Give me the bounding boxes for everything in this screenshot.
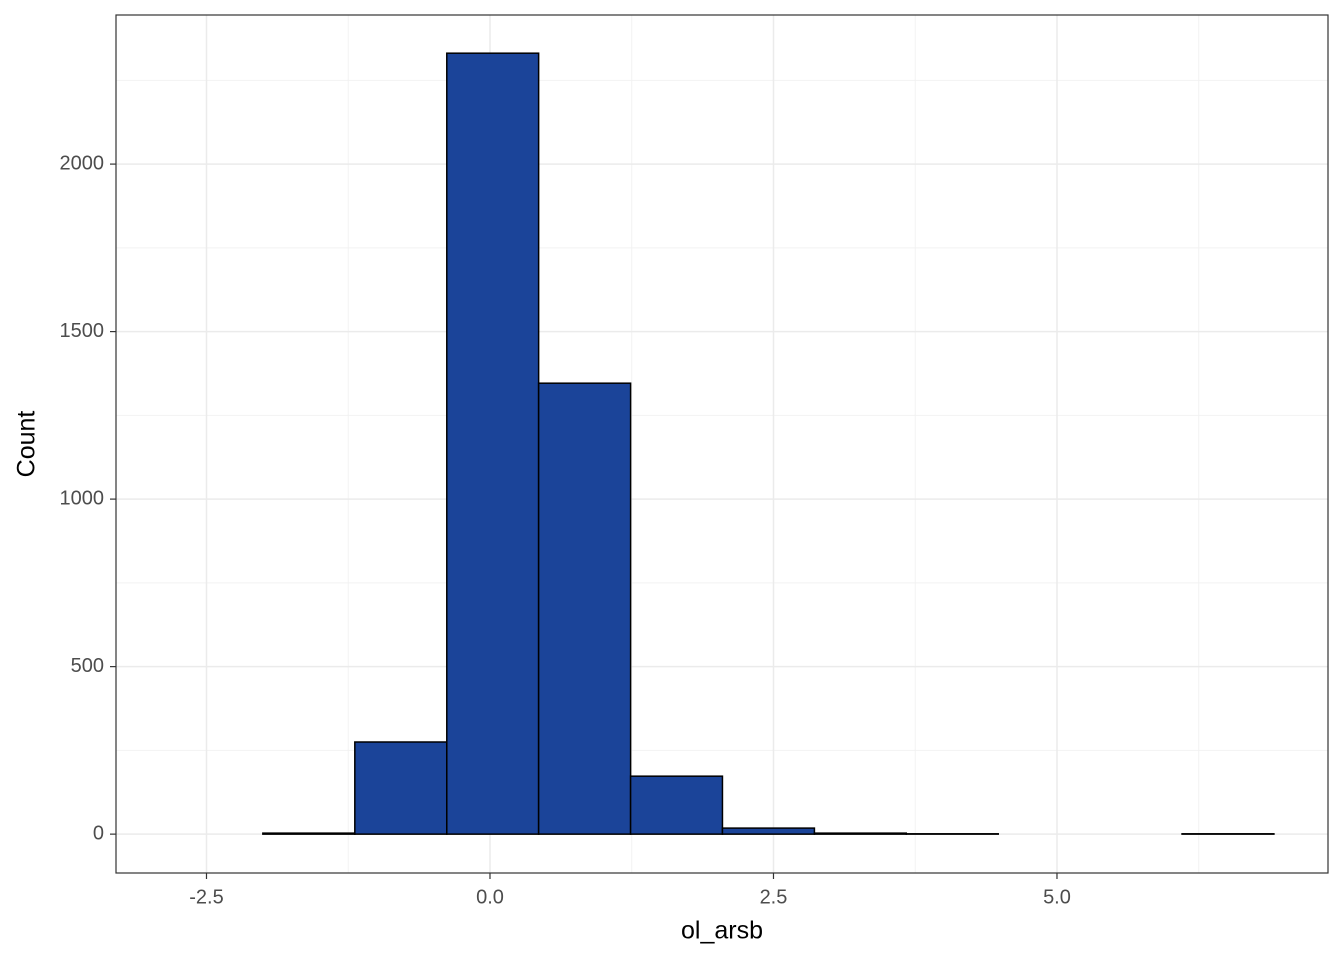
x-tick-label: -2.5 [189, 886, 223, 908]
y-tick-label: 1000 [60, 487, 105, 509]
bar [262, 832, 356, 835]
plot-border [115, 14, 1329, 874]
bar [721, 827, 816, 835]
x-tick-label: 0.0 [476, 886, 504, 908]
x-axis-title: ol_arsb [681, 917, 763, 945]
bar [629, 775, 724, 835]
bar [446, 52, 540, 835]
x-tick-label: 2.5 [760, 886, 788, 908]
y-tick-label: 0 [93, 822, 104, 844]
y-tick-label: 1500 [60, 320, 105, 342]
bar [537, 382, 632, 835]
y-axis-title: Count [13, 411, 41, 478]
bar [354, 741, 448, 835]
x-tick-label: 5.0 [1043, 886, 1071, 908]
y-tick-label: 2000 [60, 152, 105, 174]
y-tick-label: 500 [71, 655, 104, 677]
bar [813, 832, 908, 835]
